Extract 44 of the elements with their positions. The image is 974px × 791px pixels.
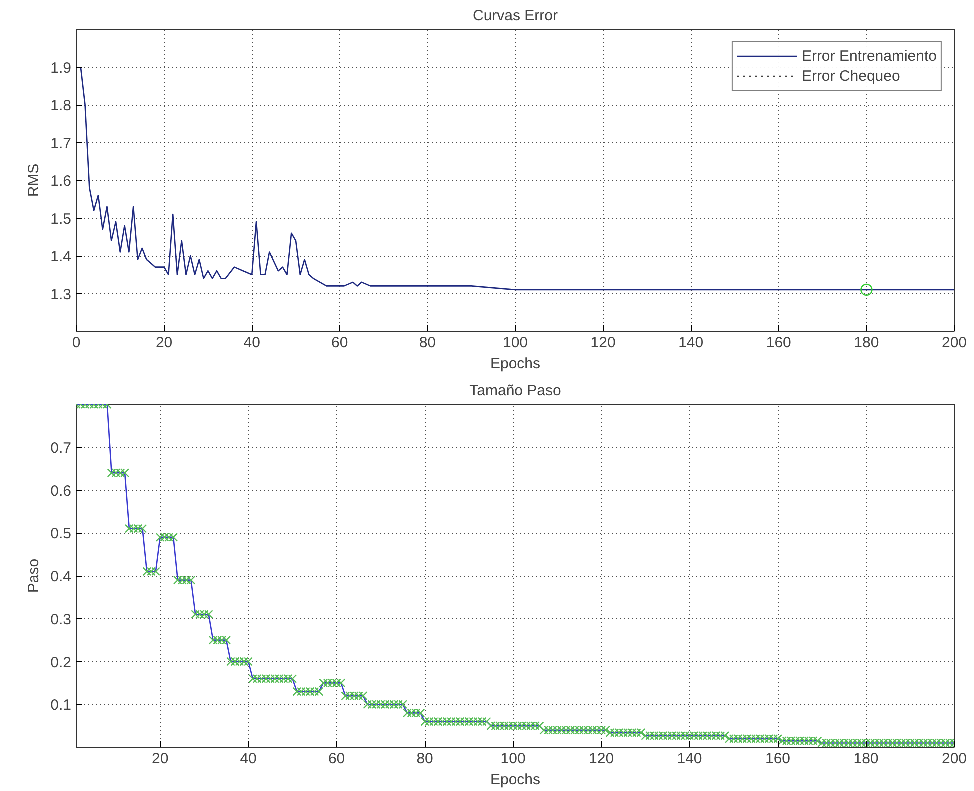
x-tick-label: 100 xyxy=(500,750,526,768)
y-tick-label: 1.3 xyxy=(50,286,72,304)
x-tick-label: 20 xyxy=(152,750,169,768)
x-tick-label: 120 xyxy=(589,750,614,768)
x-tick-label: 160 xyxy=(766,334,792,352)
x-tick-label: 0 xyxy=(72,334,81,352)
chart-title: Curvas Error xyxy=(472,8,558,24)
x-axis-title: Epochs xyxy=(490,772,541,788)
y-tick-label: 0.4 xyxy=(50,568,72,586)
x-tick-label: 160 xyxy=(766,750,791,768)
chart-title: Tamaño Paso xyxy=(470,382,562,400)
x-tick-label: 60 xyxy=(328,750,346,768)
y-tick-label: 0.1 xyxy=(50,697,72,714)
y-tick-label: 1.5 xyxy=(50,210,72,228)
x-tick-label: 40 xyxy=(240,750,257,768)
x-tick-label: 40 xyxy=(244,334,260,352)
y-axis-title: Paso xyxy=(26,558,43,594)
y-tick-label: 0.2 xyxy=(50,654,72,672)
x-tick-label: 200 xyxy=(942,334,968,352)
y-tick-label: 1.8 xyxy=(50,98,72,114)
x-tick-label: 200 xyxy=(942,750,968,768)
line-series xyxy=(80,66,954,291)
y-tick-label: 0.7 xyxy=(50,440,72,457)
x-tick-label: 180 xyxy=(854,750,879,768)
y-tick-label: 1.7 xyxy=(50,135,72,152)
x-tick-label: 80 xyxy=(416,750,434,768)
y-tick-label: 0.5 xyxy=(50,526,72,543)
y-tick-label: 1.4 xyxy=(50,248,72,266)
y-tick-label: 1.9 xyxy=(50,60,72,77)
legend-label: Error Entrenamiento xyxy=(802,48,937,64)
x-tick-label: 80 xyxy=(419,334,436,352)
x-tick-label: 60 xyxy=(332,334,348,352)
y-axis-title: RMS xyxy=(26,164,43,198)
x-tick-label: 180 xyxy=(854,334,880,352)
x-tick-label: 120 xyxy=(590,334,616,352)
x-tick-label: 140 xyxy=(678,334,704,352)
y-tick-label: 1.6 xyxy=(50,173,72,190)
x-axis-title: Epochs xyxy=(490,356,541,372)
y-tick-label: 0.6 xyxy=(50,482,72,500)
x-tick-label: 20 xyxy=(156,334,173,352)
legend-label: Error Chequeo xyxy=(802,68,900,84)
y-tick-label: 0.3 xyxy=(50,611,72,628)
x-tick-label: 140 xyxy=(677,750,702,768)
x-tick-label: 100 xyxy=(502,334,528,352)
